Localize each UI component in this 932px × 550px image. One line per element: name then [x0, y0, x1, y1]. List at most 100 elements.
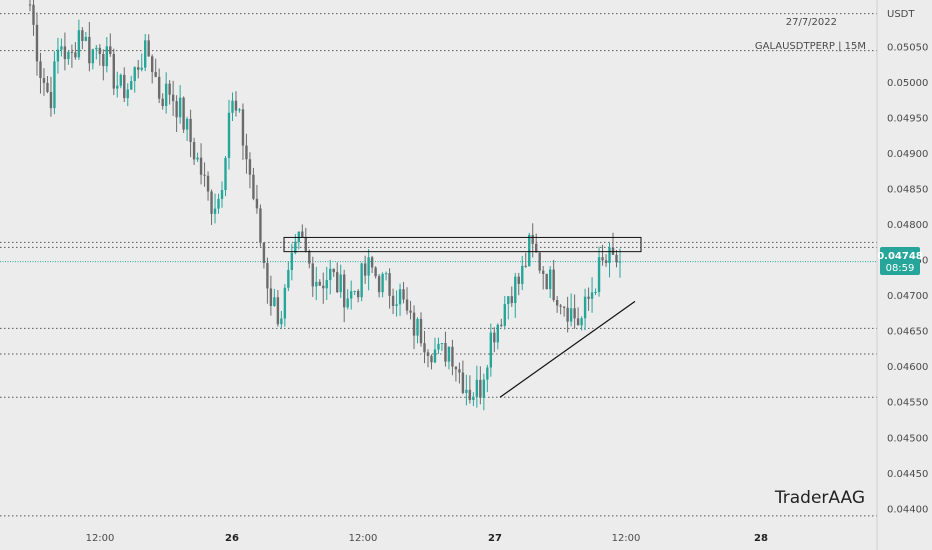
time-axis: 12:00 26 12:00 27 12:00 28 [86, 533, 768, 544]
candle-body [116, 85, 119, 89]
symbol-name: GALAUSDTPERP [755, 41, 835, 52]
candle-body [493, 332, 496, 343]
candle-body [150, 56, 154, 73]
candle-body [234, 100, 238, 111]
candle-body [465, 389, 468, 393]
candle-body [315, 281, 318, 287]
candle-body [262, 242, 266, 263]
drawings [283, 236, 642, 398]
candle-body [395, 304, 398, 306]
candle-body [95, 47, 98, 50]
horizontal-levels [0, 0, 878, 550]
candle-body [555, 300, 559, 306]
candle-body [594, 292, 597, 294]
candle-body [608, 247, 611, 264]
candle-body [430, 355, 433, 363]
candle-body [294, 241, 297, 253]
candle-body [618, 261, 622, 263]
candle-body [398, 289, 402, 305]
candle-body [189, 118, 192, 143]
x-tick-label: 28 [754, 533, 768, 544]
candle-body [370, 257, 374, 268]
x-tick-label: 12:00 [86, 533, 115, 544]
candle-body [39, 61, 42, 79]
candle-body [325, 280, 328, 289]
candle-body [224, 157, 227, 191]
candle-body [56, 49, 60, 62]
candle-body [42, 78, 46, 83]
y-tick-label: 0.05000 [887, 78, 928, 89]
candle-body [98, 47, 102, 55]
candle-body [119, 74, 122, 86]
candle-body [573, 308, 576, 319]
candle-body [199, 157, 203, 175]
candle-body [154, 72, 157, 77]
candle-body [227, 112, 231, 158]
y-tick-label: 0.04900 [887, 149, 928, 160]
candle-body [576, 318, 580, 326]
candle-body [245, 145, 248, 160]
candle-body [231, 100, 234, 113]
candle-body [178, 97, 182, 118]
candle-body [123, 74, 126, 99]
candle-body [133, 67, 136, 81]
candle-body [311, 263, 314, 287]
candle-body [454, 366, 458, 370]
candle-body [144, 40, 147, 68]
x-tick-label: 12:00 [349, 533, 378, 544]
candle-body [514, 276, 517, 304]
candle-body [140, 67, 143, 70]
candle-body [374, 267, 377, 277]
candle-body [444, 343, 447, 362]
candle-body [301, 231, 304, 238]
watermark: TraderAAG [774, 488, 865, 508]
candle-body [538, 252, 541, 271]
candle-body [157, 76, 161, 99]
candle-body [545, 273, 548, 290]
y-tick-label: 0.04600 [887, 362, 928, 373]
candle-body [318, 281, 321, 286]
candle-body [203, 174, 206, 176]
candle-body [77, 30, 81, 58]
candle-body [81, 30, 84, 41]
candle-body [604, 260, 608, 264]
candle-body [541, 270, 545, 274]
y-tick-label: 0.04550 [887, 398, 928, 409]
candle-body [528, 234, 531, 267]
candle-body [402, 289, 405, 300]
candle-body [322, 285, 325, 289]
y-tick-label: 0.04400 [887, 504, 928, 515]
candle-body [308, 250, 311, 264]
candle-body [339, 274, 342, 293]
candle-body [356, 290, 360, 298]
candle-body [290, 252, 294, 270]
y-tick-label: 0.04500 [887, 433, 928, 444]
candle-body [220, 190, 224, 199]
y-tick-label: 0.05050 [887, 43, 928, 54]
candle-body [238, 109, 241, 111]
candle-body [486, 367, 489, 380]
candle-body [384, 273, 388, 275]
candle-body [74, 52, 77, 58]
candle-body [360, 263, 363, 298]
candle-body [168, 83, 171, 95]
candle-body [552, 269, 555, 301]
candle-body [63, 46, 67, 60]
currency-label: USDT [887, 9, 915, 20]
chart-date: 27/7/2022 [786, 17, 837, 28]
candle-body [437, 343, 440, 350]
candle-body [388, 273, 391, 296]
candle-body [164, 83, 168, 106]
candle-body [461, 372, 465, 393]
candle-body [137, 67, 140, 70]
candle-body [276, 297, 280, 325]
candle-body [336, 272, 339, 293]
candle-body [53, 61, 56, 109]
candle-body [524, 265, 527, 267]
candle-body [91, 49, 95, 64]
candle-body [521, 265, 524, 284]
candle-body [475, 379, 479, 397]
candle-body [241, 109, 245, 146]
